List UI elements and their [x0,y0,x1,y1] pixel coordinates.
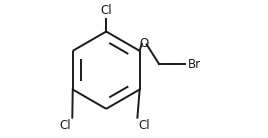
Text: Br: Br [188,58,201,71]
Text: Cl: Cl [100,4,112,17]
Text: O: O [140,37,149,50]
Text: Cl: Cl [139,119,150,132]
Text: Cl: Cl [59,119,71,132]
